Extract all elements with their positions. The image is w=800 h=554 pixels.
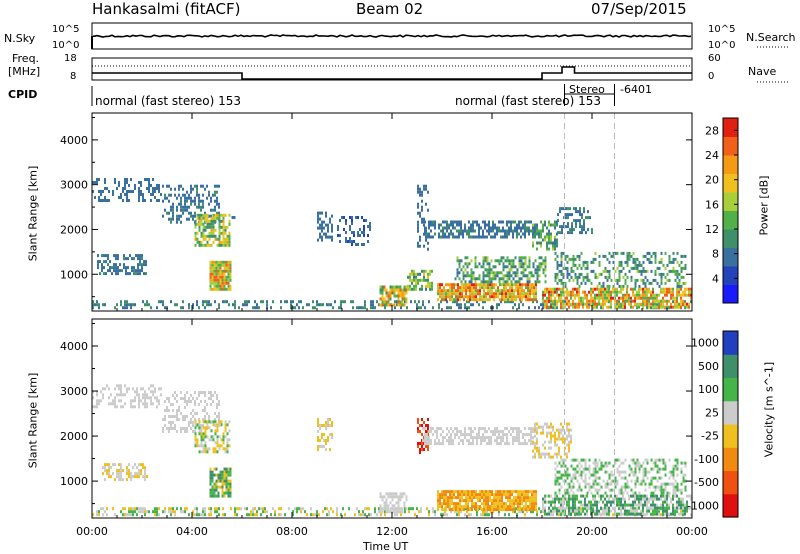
freq-trace: [92, 66, 692, 80]
nave-tick-bottom: 0: [708, 71, 715, 82]
nsky-trace: [92, 34, 692, 38]
date-title: 07/Sep/2015: [591, 0, 687, 18]
cbar-tick-label-power-1: 8: [712, 248, 719, 261]
freq-label: Freq.: [12, 52, 40, 65]
xtick-label-6: 00:00: [676, 525, 708, 538]
cbar-tick-label-vel-4: -25: [701, 430, 719, 443]
ytick-label-power-3: 4000: [60, 134, 88, 147]
freq-unit: [MHz]: [8, 65, 41, 78]
cbar-swatch-vel-6: [723, 354, 738, 379]
cbar-tick-label-power-4: 20: [705, 174, 719, 187]
xtick-label-0: 00:00: [76, 525, 108, 538]
cbar-tick-label-vel-7: -1000: [687, 499, 719, 512]
cbar-swatch-power-3: [723, 229, 738, 248]
cbar-tick-label-power-6: 28: [705, 124, 719, 137]
cbar-swatch-power-5: [723, 192, 738, 211]
cpid-text-3: Stereo: [569, 83, 605, 96]
cbar-swatch-power-0: [723, 284, 738, 304]
cbar-tick-label-power-0: 4: [712, 272, 719, 285]
cbar-tick-label-power-2: 12: [705, 223, 719, 236]
xtick-label-1: 04:00: [176, 525, 208, 538]
xtick-label-2: 08:00: [276, 525, 308, 538]
cbar-swatch-power-1: [723, 266, 738, 285]
cbar-swatch-power-9: [723, 118, 738, 137]
cbar-tick-label-vel-3: 25: [705, 406, 719, 419]
cbar-swatch-power-2: [723, 247, 738, 267]
cbar-tick-label-vel-6: -500: [694, 476, 719, 489]
cbar-swatch-power-7: [723, 155, 738, 174]
cbar-swatch-vel-4: [723, 400, 738, 425]
freq-panel-frame: [91, 57, 693, 81]
noise-tick-right-bottom: 10^0: [708, 40, 736, 51]
ytick-label-vel-2: 3000: [60, 385, 88, 398]
cbar-swatch-power-8: [723, 136, 738, 156]
ytick-label-power-0: 1000: [60, 268, 88, 281]
nsky-label: N.Sky: [4, 32, 36, 45]
cbar-swatch-vel-7: [723, 331, 738, 355]
cbar-swatch-power-6: [723, 173, 738, 193]
cbar-tick-label-vel-5: -100: [694, 453, 719, 466]
cbar-tick-label-vel-0: 1000: [691, 337, 719, 350]
cbar-frame-power: [722, 117, 739, 304]
cbar-swatch-vel-0: [723, 493, 738, 518]
beam-title: Beam 02: [356, 0, 424, 18]
ytick-label-power-2: 3000: [60, 179, 88, 192]
power-data-cells: [92, 178, 692, 310]
cbar-tick-label-vel-2: 100: [698, 383, 719, 396]
cbar-swatch-vel-2: [723, 447, 738, 472]
cbar-swatch-power-4: [723, 210, 738, 230]
xtick-label-3: 12:00: [376, 525, 408, 538]
cbar-swatch-vel-5: [723, 377, 738, 402]
cbar-swatch-vel-3: [723, 424, 738, 448]
noise-tick-left-bottom: 10^0: [52, 40, 80, 51]
cbar-swatch-vel-1: [723, 470, 738, 495]
freq-tick-top: 18: [64, 53, 77, 64]
noise-tick-right-top: 10^5: [708, 24, 736, 35]
ytick-label-vel-0: 1000: [60, 475, 88, 488]
nave-label: Nave: [748, 65, 777, 78]
station-title: Hankasalmi (fitACF): [92, 0, 241, 18]
cbar-tick-label-vel-1: 500: [698, 360, 719, 373]
nsearch-label: N.Search: [746, 31, 796, 44]
ytick-label-vel-3: 4000: [60, 340, 88, 353]
nave-tick-top: 60: [708, 53, 721, 64]
cbar-tick-label-power-5: 24: [705, 149, 719, 162]
cbar-tick-label-power-3: 16: [705, 198, 719, 211]
ytick-label-vel-1: 2000: [60, 430, 88, 443]
cpid-label: CPID: [8, 88, 38, 101]
noise-tick-left-top: 10^5: [52, 24, 80, 35]
xtick-label-5: 20:00: [576, 525, 608, 538]
xtick-label-4: 16:00: [476, 525, 508, 538]
freq-tick-bottom: 8: [70, 71, 77, 82]
time-axis-label: Time UT: [363, 540, 409, 553]
velocity-data-cells: [92, 384, 692, 517]
cpid-text-4: -6401: [620, 83, 652, 96]
cbar-frame-vel: [722, 330, 739, 518]
ytick-label-power-1: 2000: [60, 223, 88, 236]
cpid-text-1: normal (fast stereo) 153: [95, 94, 242, 108]
